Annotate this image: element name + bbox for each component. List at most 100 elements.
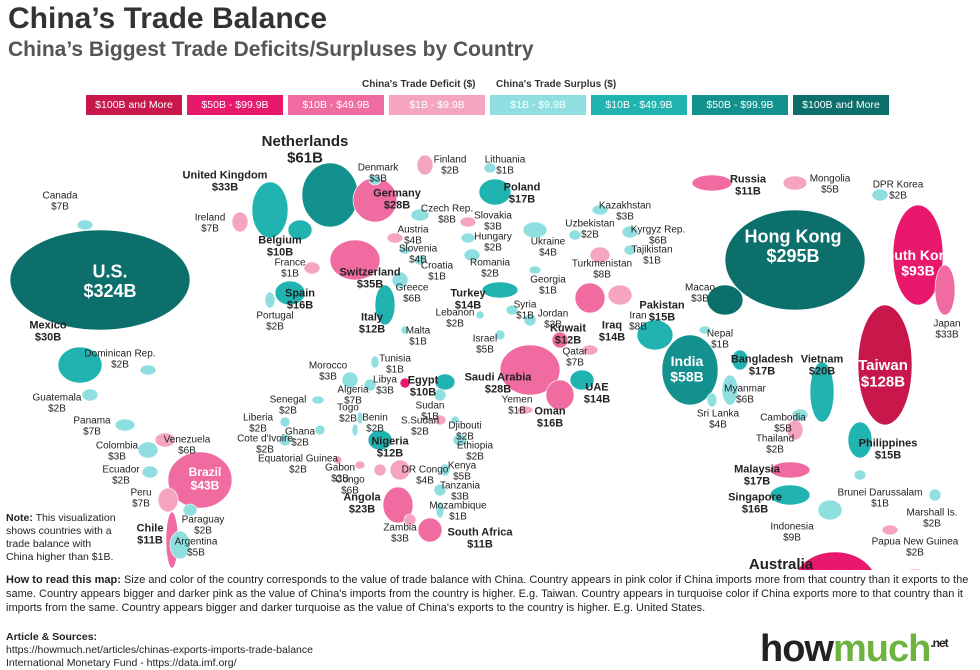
country-shape [522, 221, 548, 239]
country-label: Croatia $1B [421, 261, 454, 283]
country-value: $6B [178, 446, 196, 457]
country-value: $2B [889, 191, 907, 202]
country-shape [368, 174, 382, 186]
country-shape [569, 369, 595, 391]
country-name: Algeria [337, 385, 369, 396]
country-shape [928, 488, 942, 502]
country-value: $3B [331, 474, 349, 485]
country-shape [516, 405, 534, 415]
country-value: $1B [539, 286, 557, 297]
country-name: Malta [406, 326, 431, 337]
country-shape [279, 416, 291, 428]
country-name: Finland [434, 155, 467, 166]
country-value: $1B [508, 406, 526, 417]
country-label: Zambia $3B [383, 523, 417, 545]
country-name: Uzbekistan [565, 219, 614, 230]
country-shape [661, 334, 719, 406]
country-label: Turkmenistan $8B [572, 259, 632, 281]
country-label: United Kingdom $33B [183, 169, 268, 193]
country-value: $5B [476, 345, 494, 356]
subtitle: China’s Biggest Trade Deficits/Surpluses… [8, 38, 534, 61]
country-shape [591, 204, 609, 216]
country-value: $8B [438, 215, 456, 226]
country-label: Finland $2B [434, 155, 467, 177]
country-name: Greece [396, 283, 429, 294]
country-label: France $1B [274, 258, 306, 280]
country-shape [311, 395, 325, 405]
country-shape [494, 329, 506, 341]
country-shape [574, 282, 606, 314]
country-label: Greece $6B [396, 283, 429, 305]
country-name: Ecuador [102, 465, 140, 476]
country-value: $3B [484, 222, 502, 233]
country-shape [399, 377, 411, 389]
country-value: $3B [616, 212, 634, 223]
country-shape [329, 239, 381, 281]
country-value: $14B [599, 331, 625, 343]
country-value: $16B [287, 299, 313, 311]
country-name: Jordan [538, 309, 569, 320]
country-shape [333, 455, 343, 465]
country-shape [450, 415, 460, 425]
country-name: South Korea [876, 247, 959, 263]
country-shape [623, 244, 637, 256]
country-label: Gabon $3B [325, 463, 355, 485]
country-label: Netherlands $61B [262, 133, 349, 167]
country-label: Benin $2B [362, 413, 388, 435]
country-name: Myanmar [724, 384, 766, 395]
country-name: Singapore [728, 491, 782, 503]
country-shapes [9, 154, 956, 570]
country-shape [386, 232, 404, 244]
country-shape [400, 325, 410, 335]
country-label: U.S. $324B [83, 261, 136, 301]
country-value: $33B [212, 181, 238, 193]
country-name: Qatar [562, 347, 588, 358]
country-label: Cambodia $5B [760, 413, 806, 435]
country-label: Ghana $2B [285, 427, 315, 449]
country-value: $7B [51, 202, 69, 213]
country-shape [287, 219, 313, 241]
country-label: Georgia $1B [530, 275, 566, 297]
country-shape [817, 499, 843, 521]
country-value: $8B [629, 322, 647, 333]
country-shape [698, 325, 712, 335]
country-value: $8B [593, 270, 611, 281]
country-value: $2B [446, 319, 464, 330]
country-name: Guatemala [33, 393, 82, 404]
country-label: Iran $8B [629, 311, 647, 333]
country-value: $61B [287, 149, 323, 166]
country-value: $2B [906, 548, 924, 559]
country-label: Kenya $5B [448, 461, 477, 483]
country-label: Argentina $5B [175, 537, 218, 559]
country-name: Romania [470, 258, 510, 269]
country-label: Romania $2B [470, 258, 510, 280]
country-shape [721, 374, 739, 406]
country-value: $2B [112, 476, 130, 487]
country-name: S.Sudan [401, 416, 439, 427]
country-name: Colombia [96, 441, 139, 452]
country-value: $14B [584, 393, 610, 405]
country-name: Slovakia [474, 211, 512, 222]
country-name: Senegal [270, 395, 307, 406]
country-label: Dominican Rep. $2B [84, 349, 155, 371]
country-name: Nigeria [371, 435, 409, 447]
country-label: Brunei Darussalam $1B [837, 488, 922, 510]
country-label: Chile $11B [137, 522, 164, 546]
country-name: Benin [362, 413, 388, 424]
country-value: $7B [83, 427, 101, 438]
country-shape [691, 174, 733, 192]
country-label: Uzbekistan $2B [565, 219, 614, 241]
legend-title: China's Trade Surplus ($) [496, 79, 617, 90]
country-name: Cote d'Ivoire [237, 434, 293, 445]
country-label: Mongolia $5B [810, 174, 851, 196]
country-label: Hong Kong $295B [745, 226, 842, 266]
country-shape [417, 517, 443, 543]
country-shape [139, 364, 157, 376]
country-shape [731, 349, 749, 371]
country-value: $10B [267, 246, 293, 258]
country-value: $2B [441, 166, 459, 177]
country-name: Kazakhstan [599, 201, 651, 212]
country-label: Ethiopia $2B [457, 441, 494, 463]
country-shape [154, 432, 176, 448]
